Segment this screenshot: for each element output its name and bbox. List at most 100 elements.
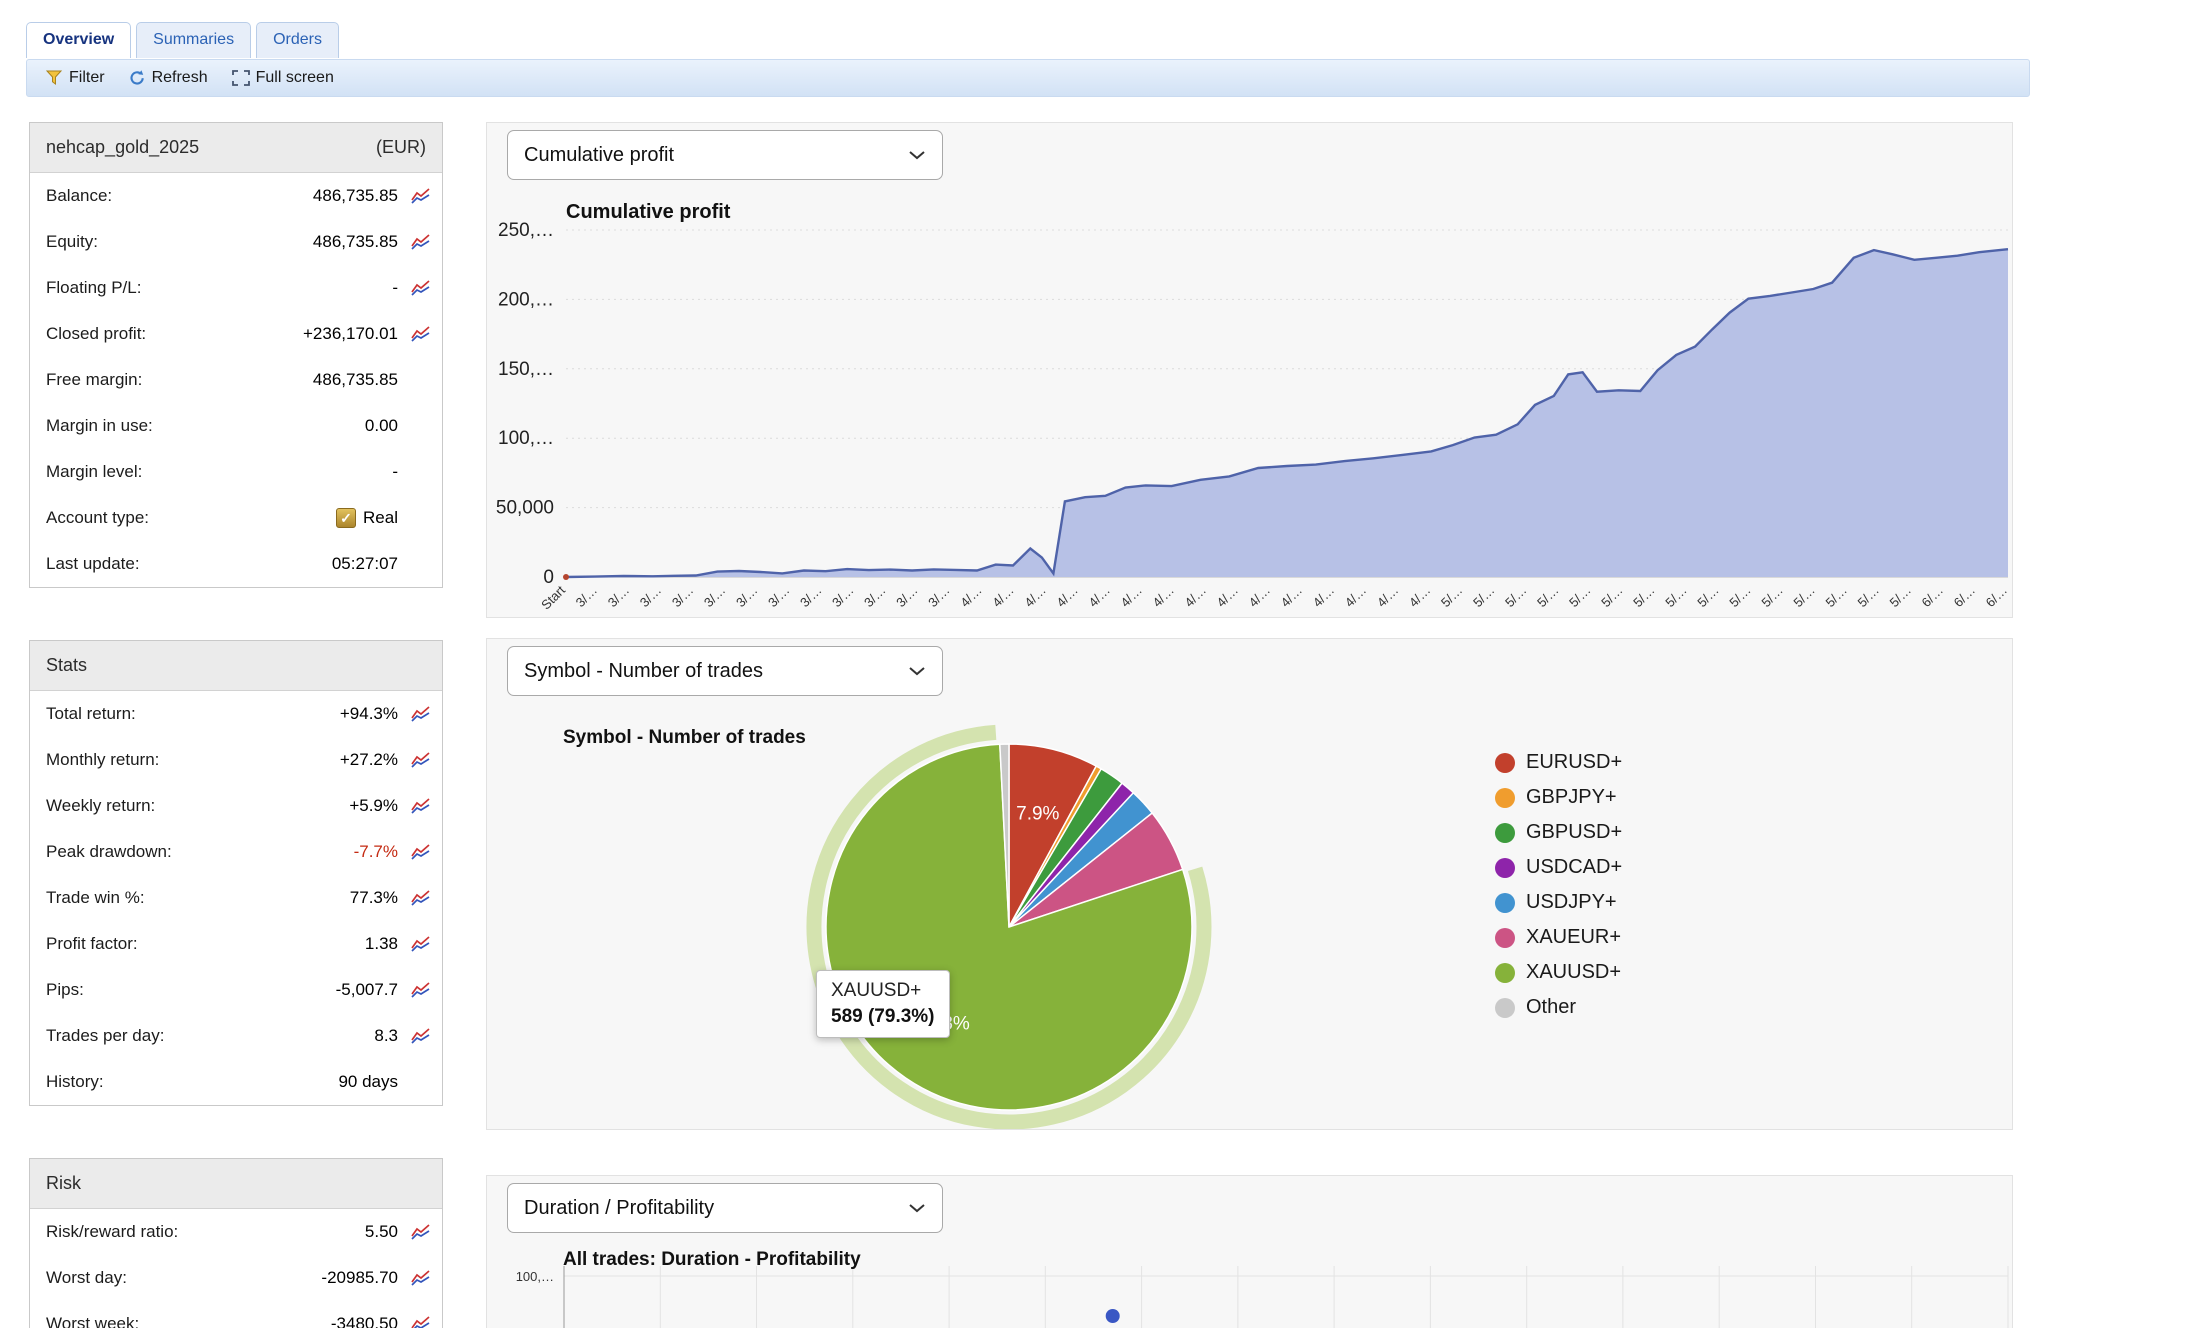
row-label: Pips: xyxy=(46,980,84,999)
svg-text:4/…: 4/… xyxy=(1374,583,1401,610)
svg-text:5/…: 5/… xyxy=(1470,583,1497,610)
legend-item[interactable]: GBPJPY+ xyxy=(1495,780,1622,815)
svg-text:3/…: 3/… xyxy=(925,583,952,610)
row-value: 1.38 xyxy=(364,934,398,953)
chart-select-1-value: Cumulative profit xyxy=(524,143,675,166)
legend-item[interactable]: XAUEUR+ xyxy=(1495,920,1622,955)
table-row: Pips: -5,007.7 xyxy=(30,967,442,1013)
legend-item[interactable]: USDCAD+ xyxy=(1495,850,1622,885)
row-value: +94.3% xyxy=(339,704,398,723)
tab-overview[interactable]: Overview xyxy=(26,22,132,58)
legend-color-dot xyxy=(1495,892,1515,913)
svg-text:5/…: 5/… xyxy=(1598,583,1625,610)
row-label: Trades per day: xyxy=(46,1026,165,1045)
chart-select-2[interactable]: Symbol - Number of trades xyxy=(507,646,943,696)
chart-select-1[interactable]: Cumulative profit xyxy=(507,130,943,180)
mini-chart-icon[interactable] xyxy=(408,1026,434,1046)
icon-spacer xyxy=(408,462,434,482)
account-currency: (EUR) xyxy=(376,137,426,157)
svg-text:3/…: 3/… xyxy=(797,583,824,610)
table-row: Weekly return: +5.9% xyxy=(30,783,442,829)
table-row: Profit factor: 1.38 xyxy=(30,921,442,967)
row-value: ✓ Real xyxy=(149,508,398,528)
real-checkbox-icon: ✓ xyxy=(336,508,357,528)
account-panel: nehcap_gold_2025 (EUR) Balance: 486,735.8… xyxy=(29,122,443,588)
legend-item[interactable]: GBPUSD+ xyxy=(1495,815,1622,850)
fullscreen-button[interactable]: Full screen xyxy=(223,69,343,87)
table-row: Floating P/L: - xyxy=(30,265,442,311)
icon-spacer xyxy=(408,554,434,574)
tab-orders[interactable]: Orders xyxy=(256,22,339,58)
row-value: 05:27:07 xyxy=(331,554,398,573)
svg-text:4/…: 4/… xyxy=(989,583,1016,610)
row-label: Profit factor: xyxy=(46,934,138,953)
mini-chart-icon[interactable] xyxy=(408,1268,434,1288)
row-label: Worst day: xyxy=(46,1268,127,1287)
mini-chart-icon[interactable] xyxy=(408,796,434,816)
svg-text:0: 0 xyxy=(543,567,554,588)
legend-item[interactable]: USDJPY+ xyxy=(1495,885,1622,920)
svg-text:3/…: 3/… xyxy=(733,583,760,610)
row-value: -5,007.7 xyxy=(335,980,398,999)
tab-summaries[interactable]: Summaries xyxy=(136,22,252,58)
row-value: - xyxy=(392,278,398,297)
refresh-label: Refresh xyxy=(151,69,208,86)
table-row: Balance: 486,735.85 xyxy=(30,173,442,219)
table-row: Closed profit: +236,170.01 xyxy=(30,311,442,357)
table-row: History: 90 days xyxy=(30,1059,442,1105)
svg-text:6/…: 6/… xyxy=(1919,583,1946,610)
legend-color-dot xyxy=(1495,962,1515,983)
table-row: Risk/reward ratio: 5.50 xyxy=(30,1209,442,1255)
mini-chart-icon[interactable] xyxy=(408,842,434,862)
svg-text:4/…: 4/… xyxy=(1182,583,1209,610)
table-row: Equity: 486,735.85 xyxy=(30,219,442,265)
svg-text:100,…: 100,… xyxy=(498,428,554,449)
table-row: Free margin: 486,735.85 xyxy=(30,357,442,403)
mini-chart-icon[interactable] xyxy=(408,704,434,724)
legend-item[interactable]: EURUSD+ xyxy=(1495,745,1622,780)
mini-chart-icon[interactable] xyxy=(408,750,434,770)
svg-text:3/…: 3/… xyxy=(829,583,856,610)
svg-text:3/…: 3/… xyxy=(893,583,920,610)
row-label: Monthly return: xyxy=(46,750,160,769)
mini-chart-icon[interactable] xyxy=(408,980,434,1000)
svg-text:5/…: 5/… xyxy=(1630,583,1657,610)
table-row: Margin in use: 0.00 xyxy=(30,403,442,449)
legend-label: USDJPY+ xyxy=(1526,891,1617,913)
toolbar: Filter Refresh Full screen xyxy=(26,59,2030,97)
table-row: Worst day: -20985.70 xyxy=(30,1255,442,1301)
chart-select-3[interactable]: Duration / Profitability xyxy=(507,1183,943,1233)
mini-chart-icon[interactable] xyxy=(408,934,434,954)
filter-button[interactable]: Filter xyxy=(37,69,114,87)
row-value: 77.3% xyxy=(349,888,398,907)
mini-chart-icon[interactable] xyxy=(408,232,434,252)
mini-chart-icon[interactable] xyxy=(408,888,434,908)
row-value: 5.50 xyxy=(364,1222,398,1241)
table-row: Peak drawdown: -7.7% xyxy=(30,829,442,875)
mini-chart-icon[interactable] xyxy=(408,324,434,344)
svg-text:4/…: 4/… xyxy=(1149,583,1176,610)
svg-text:4/…: 4/… xyxy=(1085,583,1112,610)
refresh-button[interactable]: Refresh xyxy=(120,69,217,87)
chevron-down-icon xyxy=(909,667,925,676)
mini-chart-icon[interactable] xyxy=(408,1314,434,1328)
chart-select-3-value: Duration / Profitability xyxy=(524,1196,715,1219)
legend-item[interactable]: Other xyxy=(1495,990,1622,1025)
svg-text:4/…: 4/… xyxy=(1342,583,1369,610)
svg-text:5/…: 5/… xyxy=(1694,583,1721,610)
row-label: Closed profit: xyxy=(46,324,147,343)
legend-color-dot xyxy=(1495,857,1515,878)
table-row: Last update: 05:27:07 xyxy=(30,541,442,587)
row-label: Margin in use: xyxy=(46,416,153,435)
legend-item[interactable]: XAUUSD+ xyxy=(1495,955,1622,990)
mini-chart-icon[interactable] xyxy=(408,186,434,206)
legend-label: USDCAD+ xyxy=(1526,856,1623,878)
row-value: -3480.50 xyxy=(330,1314,398,1328)
risk-panel: Risk Risk/reward ratio: 5.50 Worst day: -20… xyxy=(29,1158,443,1328)
svg-text:200,…: 200,… xyxy=(498,289,554,310)
mini-chart-icon[interactable] xyxy=(408,1222,434,1242)
mini-chart-icon[interactable] xyxy=(408,278,434,298)
row-value: +5.9% xyxy=(349,796,398,815)
row-value: -7.7% xyxy=(353,842,398,861)
account-panel-header: nehcap_gold_2025 (EUR) xyxy=(30,123,442,173)
